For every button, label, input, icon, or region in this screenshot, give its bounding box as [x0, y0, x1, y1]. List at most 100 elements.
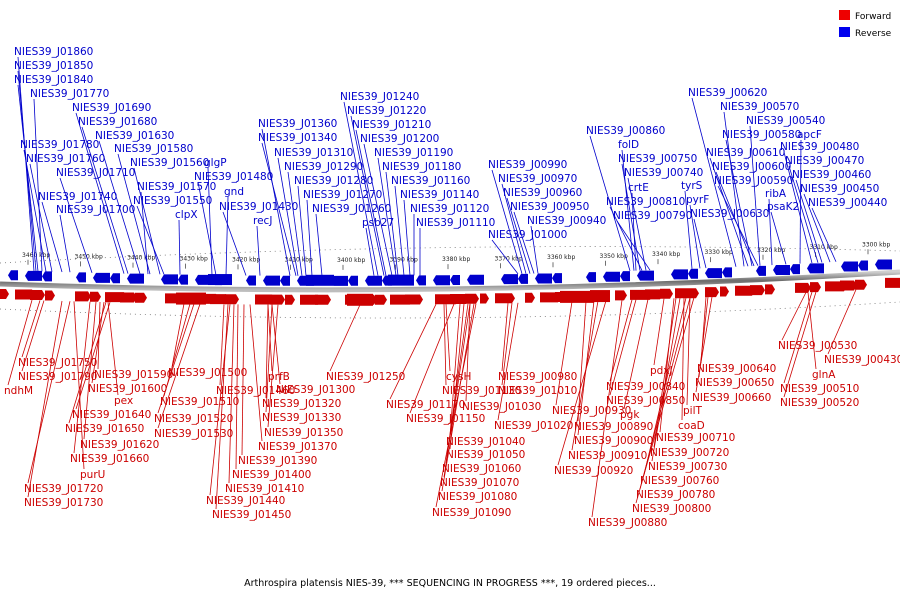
reverse-leader-line [709, 157, 749, 267]
reverse-gene-label: NIES39_J01120 [410, 203, 489, 215]
forward-leader-line [27, 300, 63, 498]
reverse-gene-label: glgP [204, 157, 227, 169]
reverse-leader-line [621, 163, 641, 271]
forward-gene-label: prfB [268, 371, 290, 383]
reverse-gene-arrow [127, 273, 144, 284]
forward-gene-arrow [480, 293, 489, 304]
reverse-leader-line [178, 219, 181, 275]
forward-gene-label: NIES39_J01720 [24, 483, 103, 495]
reverse-gene-arrow [110, 273, 120, 284]
outer-guide-arc [0, 246, 900, 264]
reverse-gene-label: NIES39_J01160 [391, 175, 470, 187]
reverse-leader-line [140, 191, 149, 275]
forward-gene-label: ndhM [4, 385, 33, 397]
reverse-gene-label: NIES39_J01480 [194, 171, 273, 183]
forward-gene-arrow [75, 291, 91, 302]
forward-leader-line [591, 300, 623, 518]
reverse-gene-label: NIES39_J01360 [258, 118, 337, 130]
reverse-gene-arrow [705, 268, 722, 279]
forward-gene-label: purU [80, 469, 105, 481]
reverse-leader-line [297, 185, 307, 276]
reverse-gene-block [208, 274, 232, 286]
forward-gene-arrow [675, 288, 699, 299]
reverse-leader-line [207, 167, 213, 276]
reverse-gene-label: NIES39_J01760 [26, 153, 105, 165]
reverse-gene-label: NIES39_J01850 [14, 60, 93, 72]
reverse-gene-label: pyrF [686, 194, 709, 206]
forward-gene-arrow [840, 280, 857, 291]
reverse-leader-line [261, 128, 291, 276]
reverse-gene-arrow [195, 274, 212, 285]
reverse-gene-label: NIES39_J00600 [712, 161, 791, 173]
reverse-gene-label: NIES39_J00470 [785, 155, 864, 167]
forward-gene-arrow [750, 285, 765, 296]
forward-leader-line [609, 299, 637, 396]
reverse-gene-arrow [42, 271, 52, 282]
reverse-gene-label: NIES39_J00620 [688, 87, 767, 99]
forward-leader-line [555, 301, 573, 406]
reverse-gene-label: NIES39_J01580 [114, 143, 193, 155]
reverse-gene-label: NIES39_J01340 [258, 132, 337, 144]
reverse-gene-label: NIES39_J01190 [374, 147, 453, 159]
forward-leader-line [443, 304, 447, 386]
forward-gene-arrow [705, 287, 719, 298]
forward-leader-line [249, 304, 263, 442]
reverse-gene-arrow [25, 270, 42, 281]
reverse-leader-line [377, 157, 397, 276]
reverse-gene-arrow [552, 273, 562, 284]
forward-gene-label: NIES39_J01150 [406, 413, 485, 425]
forward-leader-line [465, 303, 471, 402]
forward-swatch [839, 10, 850, 20]
reverse-gene-label: NIES39_J01180 [382, 161, 461, 173]
tick-label: 3380 kbp [442, 256, 470, 263]
reverse-leader-line [609, 206, 643, 271]
reverse-gene-label: NIES39_J01280 [294, 175, 373, 187]
tick-label: 3410 kbp [285, 257, 313, 264]
forward-gene-arrow [45, 290, 55, 301]
reverse-leader-line [491, 239, 519, 275]
forward-gene-label: NIES39_J00980 [498, 371, 577, 383]
tick-label: 3420 kbp [232, 256, 260, 263]
forward-gene-label: NIES39_J00660 [692, 392, 771, 404]
forward-gene-label: NIES39_J01370 [258, 441, 337, 453]
reverse-gene-label: NIES39_J01110 [416, 217, 495, 229]
forward-gene-label: NIES39_J01410 [225, 483, 304, 495]
reverse-gene-label: NIES39_J00610 [706, 147, 785, 159]
reverse-gene-label: NIES39_J01860 [14, 46, 93, 58]
forward-gene-label: NIES39_J00800 [632, 503, 711, 515]
reverse-gene-arrow [858, 260, 868, 271]
forward-gene-label: NIES39_J01330 [262, 412, 341, 424]
reverse-leader-line [315, 213, 323, 276]
reverse-gene-label: crtE [628, 182, 649, 194]
forward-gene-label: NIES39_J01020 [494, 420, 573, 432]
forward-leader-line [781, 292, 807, 341]
forward-leader-line [157, 303, 195, 414]
forward-gene-label: NIES39_J01390 [238, 455, 317, 467]
reverse-gene-label: NIES39_J01210 [352, 119, 431, 131]
reverse-gene-label: NIES39_J01780 [20, 139, 99, 151]
reverse-gene-label: NIES39_J00460 [792, 169, 871, 181]
forward-leader-line [73, 301, 91, 454]
tick-label: 3340 kbp [652, 251, 680, 258]
tick-label: 3430 kbp [180, 256, 208, 263]
reverse-gene-label: NIES39_J01550 [133, 195, 212, 207]
reverse-leader-line [783, 151, 813, 264]
tick-label: 3300 kbp [862, 241, 890, 248]
forward-leader-line [827, 289, 857, 355]
forward-gene-arrow [465, 293, 479, 304]
forward-gene-label: NIES39_J00520 [780, 397, 859, 409]
reverse-leader-line [768, 198, 773, 266]
forward-gene-label: NIES39_J01300 [276, 384, 355, 396]
forward-gene-arrow [135, 292, 147, 303]
reverse-gene-label: NIES39_J00940 [527, 215, 606, 227]
forward-gene-label: NIES39_J01130 [442, 385, 521, 397]
forward-gene-label: NIES39_J01750 [18, 357, 97, 369]
reverse-gene-label: NIES39_J00590 [714, 175, 793, 187]
reverse-leader-line [59, 177, 93, 273]
forward-gene-label: NIES39_J00930 [552, 405, 631, 417]
forward-gene-label: pgk [620, 409, 640, 421]
forward-gene-label: NIES39_J01320 [262, 398, 341, 410]
forward-gene-label: NIES39_J00710 [656, 432, 735, 444]
reverse-gene-label: NIES39_J00750 [618, 153, 697, 165]
forward-gene-arrow [375, 294, 387, 305]
